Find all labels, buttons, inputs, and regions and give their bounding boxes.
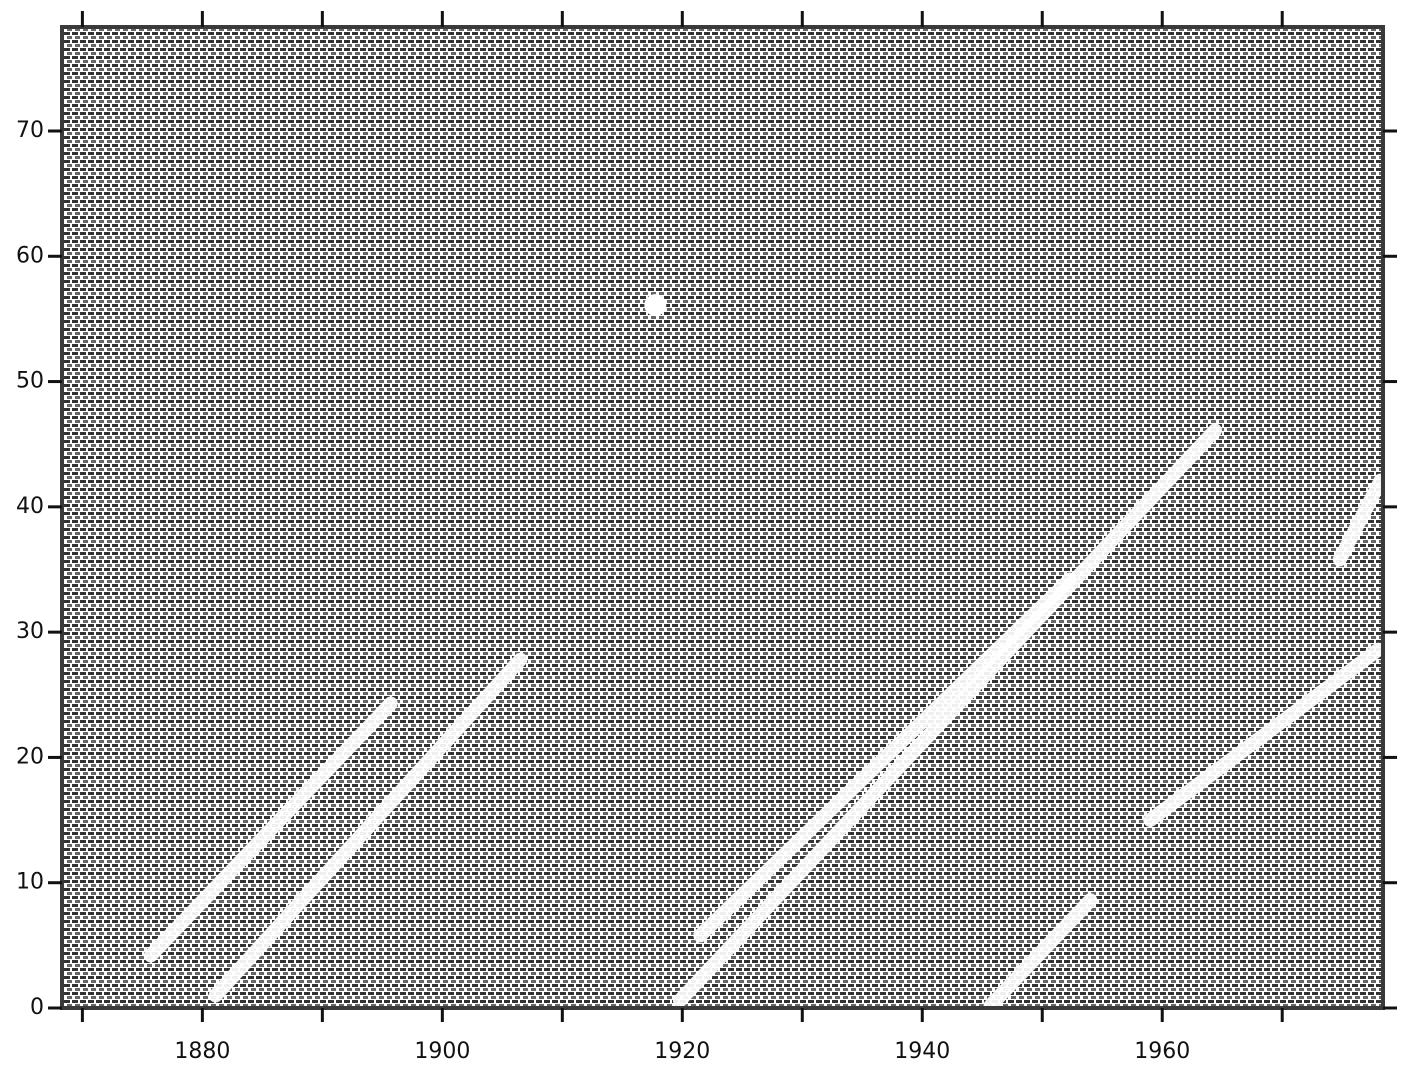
cohort-band xyxy=(983,893,1098,1013)
y-tick-label: 60 xyxy=(16,243,44,268)
y-tick-label: 70 xyxy=(16,118,44,143)
cohort-band xyxy=(1143,642,1386,828)
spot xyxy=(644,294,667,317)
x-tick-label: 1880 xyxy=(174,1039,230,1064)
cohort-band xyxy=(693,572,1077,943)
y-tick-label: 30 xyxy=(16,619,44,644)
y-tick-label: 50 xyxy=(16,369,44,394)
plot-frame xyxy=(60,25,1385,1010)
y-tick-label: 20 xyxy=(16,744,44,769)
cohort-band xyxy=(143,696,398,963)
cohort-band xyxy=(672,423,1223,1008)
y-tick-label: 10 xyxy=(16,870,44,895)
x-tick-label: 1900 xyxy=(414,1039,470,1064)
plot-area xyxy=(62,27,1383,1008)
cohort-band xyxy=(208,652,528,1003)
x-tick-label: 1960 xyxy=(1134,1039,1190,1064)
y-tick-label: 40 xyxy=(16,494,44,519)
cohort-band xyxy=(1332,473,1388,567)
x-tick-label: 1940 xyxy=(894,1039,950,1064)
y-tick-label: 0 xyxy=(30,995,44,1020)
x-tick-label: 1920 xyxy=(654,1039,710,1064)
